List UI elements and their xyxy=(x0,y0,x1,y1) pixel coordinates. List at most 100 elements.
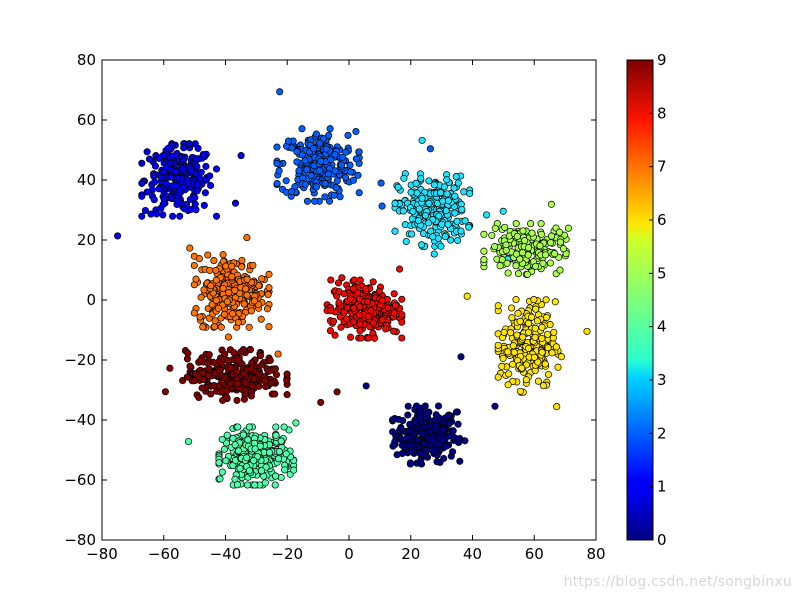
scatter-point xyxy=(499,354,507,362)
scatter-point xyxy=(494,341,502,349)
scatter-point xyxy=(412,402,421,410)
scatter-point xyxy=(272,431,280,439)
scatter-point xyxy=(362,382,370,390)
scatter-point xyxy=(399,207,407,215)
scatter-point xyxy=(317,157,325,165)
scatter-point xyxy=(364,312,373,320)
scatter-point xyxy=(257,315,265,323)
scatter-point xyxy=(389,428,397,436)
scatter-point xyxy=(248,359,256,367)
scatter-point xyxy=(316,139,324,147)
scatter-point xyxy=(258,467,266,475)
scatter-point xyxy=(532,262,540,270)
scatter-point xyxy=(210,382,218,390)
scatter-point xyxy=(288,187,296,195)
scatter-point xyxy=(273,179,281,188)
scatter-point xyxy=(514,270,523,278)
scatter-point xyxy=(273,160,281,168)
scatter-point xyxy=(200,286,208,294)
scatter-point xyxy=(356,327,364,335)
scatter-point xyxy=(271,365,279,373)
scatter-point xyxy=(288,144,296,152)
scatter-point xyxy=(321,180,329,188)
scatter-point xyxy=(179,377,187,385)
scatter-point xyxy=(538,323,546,331)
scatter-point xyxy=(169,152,177,160)
scatter-point xyxy=(491,224,499,232)
scatter-point xyxy=(295,167,303,175)
scatter-point xyxy=(151,162,159,170)
scatter-point xyxy=(240,300,248,308)
scatter-point xyxy=(429,447,437,455)
scatter-point xyxy=(114,232,122,240)
scatter-point xyxy=(430,250,438,258)
scatter-point xyxy=(524,244,533,252)
scatter-point xyxy=(398,334,406,342)
scatter-point xyxy=(212,165,221,173)
scatter-point xyxy=(513,232,521,240)
scatter-point xyxy=(413,436,421,444)
scatter-point xyxy=(159,211,167,219)
scatter-point xyxy=(212,296,220,304)
colorbar-tick-label: 0 xyxy=(657,531,667,549)
scatter-point xyxy=(439,435,447,444)
scatter-point xyxy=(454,179,462,187)
scatter-point xyxy=(501,223,509,231)
scatter-point xyxy=(553,403,561,411)
scatter-point xyxy=(157,174,166,182)
scatter-point xyxy=(544,330,552,338)
scatter-point xyxy=(332,184,340,192)
y-tick-label: −20 xyxy=(64,351,96,369)
scatter-point xyxy=(443,176,451,184)
scatter-point xyxy=(494,302,502,310)
scatter-point xyxy=(527,220,535,228)
scatter-point xyxy=(389,442,397,450)
scatter-point xyxy=(274,350,282,358)
scatter-point xyxy=(407,188,415,196)
scatter-point xyxy=(502,246,510,254)
x-tick-label: −60 xyxy=(148,545,180,563)
scatter-point xyxy=(185,140,193,148)
scatter-point xyxy=(443,190,451,198)
scatter-point xyxy=(210,323,219,331)
scatter-point xyxy=(406,420,414,428)
scatter-point xyxy=(480,247,488,255)
scatter-point xyxy=(460,188,468,196)
y-tick-label: 80 xyxy=(77,51,96,69)
scatter-point xyxy=(519,227,527,235)
scatter-point xyxy=(224,357,232,365)
scatter-point xyxy=(538,334,546,342)
scatter-point xyxy=(204,359,212,367)
scatter-point xyxy=(421,402,429,410)
scatter-point xyxy=(192,155,200,163)
scatter-point xyxy=(518,249,527,257)
colorbar-frame xyxy=(626,59,654,541)
scatter-point xyxy=(518,364,526,372)
scatter-point xyxy=(250,375,258,383)
scatter-point xyxy=(346,161,354,169)
scatter-point xyxy=(383,546,389,552)
scatter-point xyxy=(230,349,238,357)
scatter-point xyxy=(350,304,358,312)
scatter-point xyxy=(533,317,541,325)
scatter-point xyxy=(466,189,474,198)
scatter-point xyxy=(542,296,550,304)
scatter-point xyxy=(559,245,568,253)
scatter-point xyxy=(440,454,448,463)
scatter-point xyxy=(483,211,491,219)
scatter-point xyxy=(325,197,334,205)
scatter-point xyxy=(327,155,335,163)
scatter-point xyxy=(357,334,365,342)
scatter-point xyxy=(509,342,517,350)
scatter-point xyxy=(218,435,226,443)
scatter-point xyxy=(431,416,439,424)
scatter-point xyxy=(524,344,533,352)
scatter-point xyxy=(347,168,355,176)
scatter-point xyxy=(506,329,515,337)
scatter-point xyxy=(236,464,244,473)
scatter-point xyxy=(239,431,247,439)
scatter-point xyxy=(393,451,401,459)
x-tick-label: 0 xyxy=(344,545,354,563)
scatter-point xyxy=(531,324,539,332)
scatter-point xyxy=(225,289,233,297)
